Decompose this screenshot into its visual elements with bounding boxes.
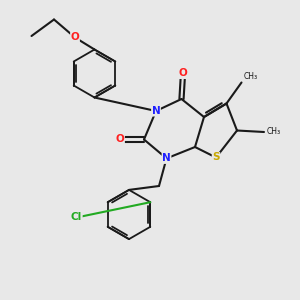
Text: O: O [70,32,80,43]
Text: S: S [212,152,220,163]
Text: N: N [162,153,171,164]
Text: N: N [152,106,160,116]
Text: CH₃: CH₃ [244,72,258,81]
Text: CH₃: CH₃ [266,128,280,136]
Text: O: O [178,68,188,79]
Text: O: O [116,134,124,145]
Text: Cl: Cl [71,212,82,223]
